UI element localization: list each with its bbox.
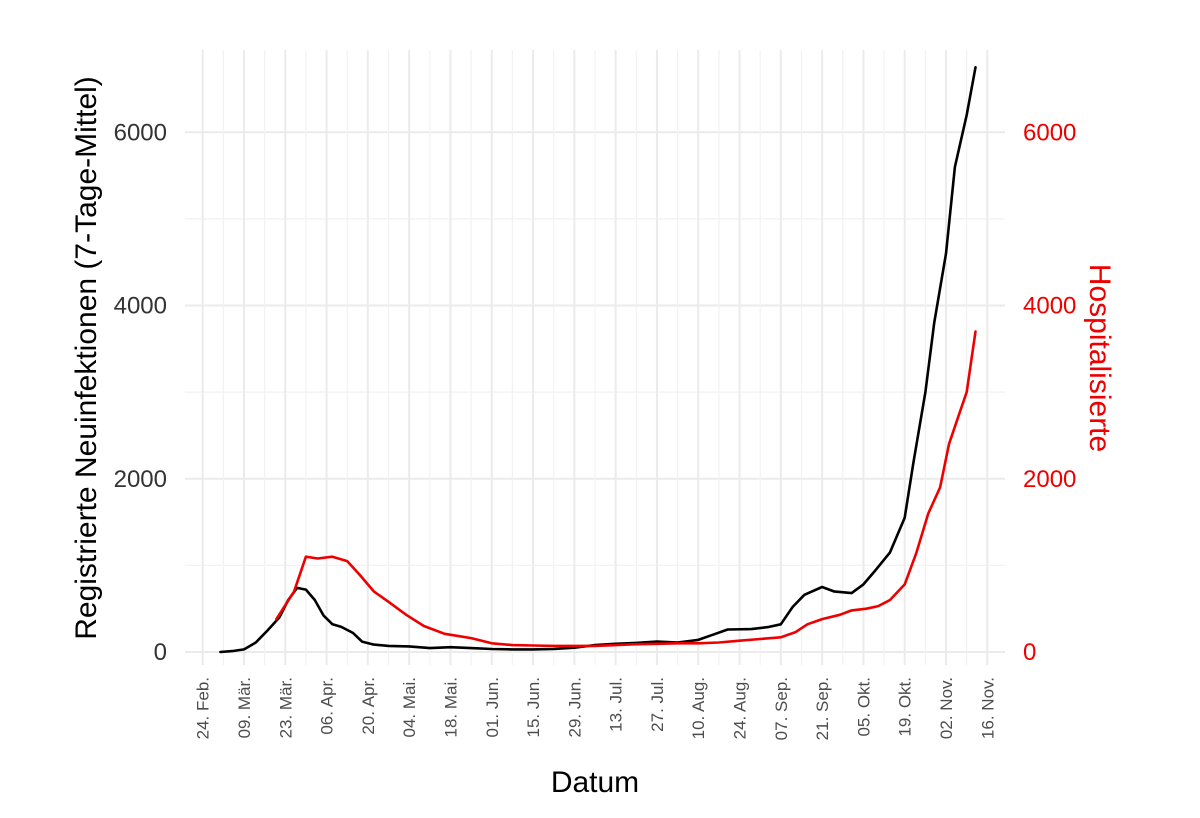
x-tick-label: 13. Jul.	[607, 677, 626, 732]
y2-tick-label: 6000	[1023, 119, 1076, 146]
y2-axis-title: Hospitalisierte	[1083, 264, 1116, 452]
x-tick-label: 02. Nov.	[937, 677, 956, 739]
x-tick-label: 09. Mär.	[235, 677, 254, 738]
y-tick-label: 2000	[114, 466, 167, 493]
y2-tick-label: 0	[1023, 639, 1036, 666]
chart-series	[219, 66, 977, 654]
x-tick-label: 07. Sep.	[772, 677, 791, 740]
y-tick-label: 6000	[114, 119, 167, 146]
y-tick-label: 4000	[114, 293, 167, 320]
x-tick-label: 20. Apr.	[359, 677, 378, 735]
x-axis: 24. Feb. 09. Mär. 23. Mär. 06. Apr. 20. Apr.…	[194, 677, 998, 740]
x-tick-label: 16. Nov.	[978, 677, 997, 739]
x-tick-label: 01. Jun.	[483, 677, 502, 738]
x-tick-label: 24. Feb.	[194, 677, 213, 739]
x-axis-title: Datum	[551, 766, 639, 799]
y2-tick-label: 4000	[1023, 293, 1076, 320]
x-tick-label: 23. Mär.	[276, 677, 295, 738]
x-tick-label: 10. Aug.	[689, 677, 708, 739]
y2-tick-label: 2000	[1023, 466, 1076, 493]
x-tick-label: 18. Mai.	[442, 677, 461, 737]
y-tick-label: 0	[154, 639, 167, 666]
x-tick-label: 21. Sep.	[813, 677, 832, 740]
x-tick-label: 05. Okt.	[854, 677, 873, 737]
x-tick-label: 24. Aug.	[731, 677, 750, 739]
x-tick-label: 27. Jul.	[648, 677, 667, 732]
y-axis-title: Registrierte Neuinfektionen (7-Tage-Mitt…	[70, 76, 103, 640]
hospitalized-line	[275, 330, 977, 648]
x-tick-label: 06. Apr.	[318, 677, 337, 735]
x-tick-label: 15. Jun.	[524, 677, 543, 738]
right-y-axis: 0 2000 4000 6000	[1023, 119, 1076, 666]
infections-line	[219, 66, 977, 654]
x-tick-label: 04. Mai.	[400, 677, 419, 737]
x-tick-label: 29. Jun.	[565, 677, 584, 738]
x-tick-label: 19. Okt.	[896, 677, 915, 737]
left-y-axis: 0 2000 4000 6000	[114, 119, 167, 666]
chart-grid	[185, 50, 1005, 665]
